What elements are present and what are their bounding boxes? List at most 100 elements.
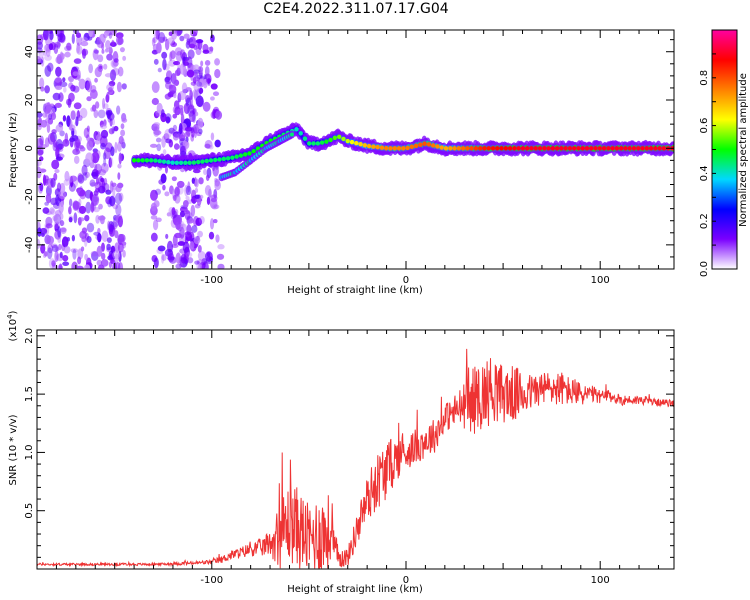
spectrogram-noise-blob (108, 223, 114, 235)
spectrogram-noise-blob (194, 194, 201, 199)
snr-y-tick-label: 1.0 (24, 444, 35, 460)
snr-x-tick-label: 100 (591, 575, 610, 586)
spectrogram-noise-blob (197, 245, 202, 253)
spectrogram-ridge-core (392, 146, 397, 151)
spectrogram-noise-blob (97, 109, 106, 119)
spectrogram-ridge-core (225, 156, 231, 161)
spectrogram-noise-blob (45, 192, 52, 204)
spectrogram-noise-blob (57, 235, 62, 244)
spectrogram-ridge-core (657, 146, 662, 151)
spectrogram-noise-blob (153, 30, 158, 39)
spectrogram-noise-blob (215, 110, 223, 120)
spectrogram-noise-blob (72, 176, 79, 188)
spectrogram-noise-blob (152, 37, 157, 44)
spectrogram-noise-blob (114, 141, 118, 154)
spectrogram-noise-blob (155, 112, 160, 118)
spectrogram-noise-blob (68, 175, 74, 183)
spectrogram-noise-blob (80, 246, 85, 252)
spectrogram-noise-blob (190, 197, 195, 203)
spectrogram-noise-blob (81, 227, 88, 234)
spectrogram-noise-blob (173, 143, 180, 150)
spectrogram-noise-blob (111, 68, 120, 76)
spectrogram-noise-blob (70, 248, 79, 253)
spectrogram-noise-blob (58, 191, 67, 200)
spectrogram-noise-blob (51, 129, 57, 134)
spectrogram-noise-blob (94, 181, 102, 190)
spectrogram-noise-blob (83, 127, 90, 139)
spectrogram-ridge-core (593, 146, 598, 151)
spectrogram-noise-blob (97, 227, 101, 235)
spectrogram-noise-blob (54, 77, 61, 83)
spectrogram-ridge-core (136, 158, 141, 163)
spectrogram-noise-blob (162, 36, 168, 42)
spectrogram-ridge-core (443, 146, 449, 151)
spectrogram-noise-blob (73, 212, 78, 224)
spectrogram-noise-blob (179, 223, 187, 232)
spectrogram-noise-blob (68, 124, 76, 131)
spectrogram-noise-blob (174, 186, 180, 196)
spectrogram-ridge-core (157, 158, 162, 164)
spectrogram-ridge-core (187, 160, 192, 165)
spectrogram-noise-blob (96, 36, 102, 48)
spectrogram-noise-blob (215, 234, 220, 243)
spectrogram-ridge-core (311, 141, 316, 146)
spectrogram-ridge-core (465, 146, 470, 151)
spectrogram-noise-blob (115, 262, 121, 269)
spectrogram-noise-blob (112, 250, 120, 260)
spectrogram-ridge-core (640, 146, 645, 151)
spectrogram-noise-blob (122, 249, 126, 258)
spectrogram-noise-blob (44, 118, 50, 124)
spectrogram-ridge-core (413, 143, 419, 148)
colorbar-label: Normalized spectral amplitude (738, 73, 749, 227)
spectrogram-noise-blob (150, 215, 158, 220)
spectrogram-noise-blob (179, 49, 186, 59)
spectrogram-noise-blob (47, 132, 56, 145)
spectrogram-noise-blob (151, 81, 160, 93)
spectrogram-ridge-core (597, 146, 603, 151)
spectrogram-noise-blob (120, 129, 126, 137)
spectrogram-noise-blob (115, 203, 122, 216)
spectrogram-noise-blob (54, 250, 59, 262)
spectrogram-noise-blob (51, 244, 59, 253)
spectrogram-ridge-core (495, 146, 500, 151)
spectrogram-ridge-core (610, 146, 615, 151)
spectrogram-ridge-core (580, 146, 585, 151)
spectrogram-ridge-core (153, 158, 158, 163)
colorbar-scale (711, 29, 738, 270)
spectrogram-y-tick-label: -20 (24, 188, 35, 204)
spectrogram-noise-blob (94, 163, 98, 172)
snr-x-tick-label: 0 (403, 575, 409, 586)
spectrogram-ridge-core (166, 159, 171, 165)
spectrogram-noise-blob (151, 123, 160, 132)
spectrogram-ridge-core (405, 145, 410, 151)
spectrogram-ridge-core (636, 146, 641, 151)
spectrogram-ridge-core (507, 146, 513, 151)
spectrogram-noise-blob (155, 188, 162, 195)
spectrogram-noise-blob (96, 150, 101, 159)
spectrogram-noise-blob (184, 126, 193, 132)
spectrogram-ridge-core (627, 146, 632, 151)
spectrogram-noise-blob (165, 233, 169, 239)
spectrogram-noise-blob (81, 164, 88, 176)
spectrogram-ridge-core (546, 146, 551, 151)
spectrogram-noise-blob (55, 246, 60, 252)
spectrogram-noise-blob (47, 244, 54, 254)
spectrogram-noise-blob (100, 124, 108, 130)
spectrogram-noise-blob (67, 76, 73, 81)
spectrogram-noise-blob (47, 62, 54, 72)
spectrogram-noise-blob (78, 145, 84, 150)
spectrogram-noise-blob (108, 46, 113, 55)
spectrogram-noise-blob (106, 110, 111, 120)
spectrogram-noise-blob (63, 86, 67, 93)
spectrogram-noise-blob (103, 157, 107, 167)
spectrogram-noise-blob (81, 236, 87, 243)
spectrogram-noise-blob (184, 131, 191, 138)
spectrogram-noise-blob (191, 36, 196, 43)
spectrogram-noise-blob (84, 237, 88, 248)
spectrogram-ridge-core (439, 145, 444, 150)
spectrogram-noise-blob (98, 203, 103, 210)
spectrogram-noise-blob (115, 185, 122, 193)
spectrogram-ridge-core (371, 144, 376, 149)
spectrogram-noise-blob (54, 102, 62, 108)
spectrogram-noise-blob (192, 30, 198, 36)
